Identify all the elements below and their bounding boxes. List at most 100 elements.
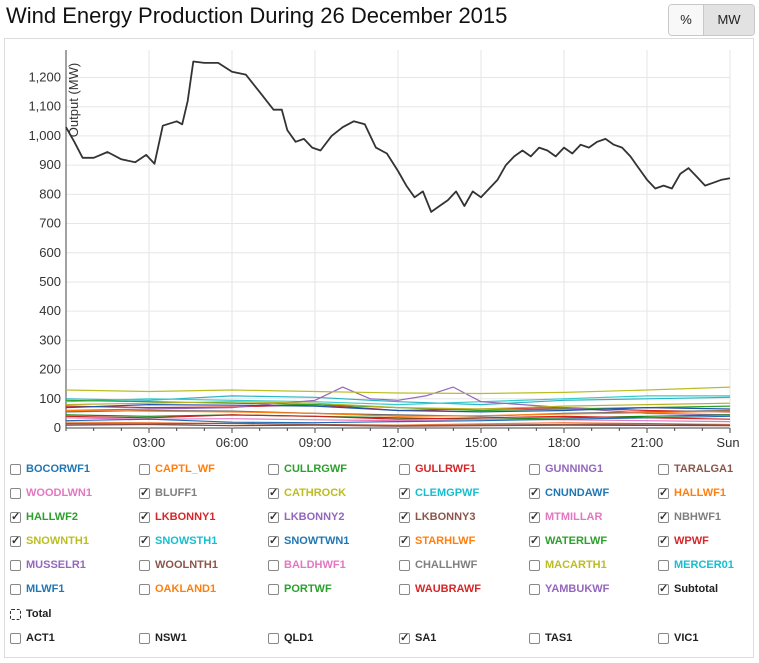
legend-label: MERCER01 bbox=[674, 559, 734, 571]
series-line-bluff1 bbox=[65, 422, 731, 427]
x-tick-label: Sun bbox=[716, 435, 739, 450]
y-tick-label: 200 bbox=[39, 362, 61, 377]
legend-label: VIC1 bbox=[674, 632, 699, 644]
y-tick-label: 700 bbox=[39, 216, 61, 231]
legend-checkbox[interactable] bbox=[268, 560, 279, 571]
legend-checkbox[interactable] bbox=[10, 510, 21, 523]
legend-checkbox[interactable] bbox=[268, 510, 279, 523]
legend-checkbox[interactable] bbox=[10, 464, 21, 475]
legend-label: Subtotal bbox=[674, 583, 718, 595]
legend-label: WATERLWF bbox=[545, 535, 608, 547]
legend-checkbox[interactable] bbox=[139, 534, 150, 547]
legend-checkbox[interactable] bbox=[268, 486, 279, 499]
series-line-nbhwf1 bbox=[65, 409, 731, 417]
legend-checkbox[interactable] bbox=[399, 510, 410, 523]
legend-label: BLUFF1 bbox=[155, 487, 198, 499]
legend-label: BALDHWF1 bbox=[284, 559, 346, 571]
y-tick-label: 1,200 bbox=[28, 70, 61, 85]
legend-label: YAMBUKWF bbox=[545, 583, 610, 595]
percent-button[interactable]: % bbox=[669, 5, 704, 35]
legend-checkbox[interactable] bbox=[10, 560, 21, 571]
legend-label: WPWF bbox=[674, 535, 709, 547]
wind-output-chart: 0 100 200 300 400 500 600 700 800 900 1,000 1,100 1,… bbox=[28, 50, 740, 450]
legend-checkbox[interactable] bbox=[399, 534, 410, 547]
legend-checkbox[interactable] bbox=[529, 633, 540, 644]
series-line-snownth1 bbox=[65, 401, 731, 410]
legend-label: LKBONNY2 bbox=[284, 511, 345, 523]
legend-label: SNOWTWN1 bbox=[284, 535, 350, 547]
legend-label: BOCORWF1 bbox=[26, 463, 90, 475]
y-tick-label: 500 bbox=[39, 274, 61, 289]
series-line-hallwf1 bbox=[65, 409, 731, 417]
legend-checkbox[interactable] bbox=[139, 633, 150, 644]
legend-checkbox[interactable] bbox=[658, 464, 669, 475]
legend-checkbox[interactable] bbox=[139, 510, 150, 523]
legend-checkbox[interactable] bbox=[139, 486, 150, 499]
legend-checkbox[interactable] bbox=[10, 534, 21, 547]
legend-checkbox[interactable] bbox=[529, 486, 540, 499]
series-line-snowtwn1 bbox=[65, 404, 731, 413]
mw-button[interactable]: MW bbox=[704, 5, 754, 35]
legend-label: SNOWNTH1 bbox=[26, 535, 89, 547]
legend-label: MLWF1 bbox=[26, 583, 65, 595]
legend-label: CATHROCK bbox=[284, 487, 347, 499]
legend-checkbox[interactable] bbox=[139, 560, 150, 571]
legend-checkbox[interactable] bbox=[658, 633, 669, 644]
legend-checkbox[interactable] bbox=[658, 534, 669, 547]
legend-label: SNOWSTH1 bbox=[155, 535, 218, 547]
legend-checkbox[interactable] bbox=[10, 609, 21, 620]
y-tick-label: 1,100 bbox=[28, 99, 61, 114]
legend-label: MTMILLAR bbox=[545, 511, 603, 523]
legend-checkbox[interactable] bbox=[529, 464, 540, 475]
y-tick-label: 300 bbox=[39, 332, 61, 347]
y-axis-label: Output (MW) bbox=[66, 63, 81, 137]
series-line-mtmillar bbox=[65, 417, 731, 423]
legend-checkbox[interactable] bbox=[10, 633, 21, 644]
legend-label: STARHLWF bbox=[415, 535, 476, 547]
legend-label: GUNNING1 bbox=[545, 463, 604, 475]
legend-checkbox[interactable] bbox=[658, 510, 669, 523]
legend-label: HALLWF2 bbox=[26, 511, 78, 523]
legend-label: OAKLAND1 bbox=[155, 583, 217, 595]
legend-label: SA1 bbox=[415, 632, 437, 644]
legend-checkbox[interactable] bbox=[529, 510, 540, 523]
legend-checkbox[interactable] bbox=[399, 631, 410, 644]
legend-label: MACARTH1 bbox=[545, 559, 607, 571]
legend-label: PORTWF bbox=[284, 583, 332, 595]
legend-checkbox[interactable] bbox=[268, 464, 279, 475]
legend-checkbox[interactable] bbox=[268, 534, 279, 547]
x-tick-label: 03:00 bbox=[133, 435, 166, 450]
legend-checkbox[interactable] bbox=[399, 486, 410, 499]
legend-checkbox[interactable] bbox=[10, 584, 21, 595]
legend-label: Total bbox=[26, 608, 52, 620]
legend-label: MUSSELR1 bbox=[26, 559, 86, 571]
legend-checkbox[interactable] bbox=[658, 486, 669, 499]
legend-checkbox[interactable] bbox=[139, 464, 150, 475]
series-line-cnundawf bbox=[65, 415, 731, 424]
y-tick-label: 900 bbox=[39, 157, 61, 172]
legend-checkbox[interactable] bbox=[529, 560, 540, 571]
legend-label: CAPTL_WF bbox=[155, 463, 215, 475]
x-tick-label: 15:00 bbox=[465, 435, 498, 450]
legend-checkbox[interactable] bbox=[399, 464, 410, 475]
legend-checkbox[interactable] bbox=[268, 584, 279, 595]
x-tick-label: 06:00 bbox=[216, 435, 249, 450]
legend-label: ACT1 bbox=[26, 632, 55, 644]
legend-checkbox[interactable] bbox=[529, 584, 540, 595]
legend-checkbox[interactable] bbox=[399, 584, 410, 595]
unit-toggle: % MW bbox=[668, 4, 755, 36]
series-line-snowsth1 bbox=[65, 395, 730, 406]
x-tick-label: 12:00 bbox=[382, 435, 415, 450]
legend-label: CHALLHWF bbox=[415, 559, 478, 571]
legend-checkbox[interactable] bbox=[139, 584, 150, 595]
legend-checkbox[interactable] bbox=[658, 560, 669, 571]
legend-checkbox[interactable] bbox=[268, 633, 279, 644]
legend-checkbox[interactable] bbox=[529, 534, 540, 547]
legend-checkbox[interactable] bbox=[658, 582, 669, 595]
series-line-lkbonny1 bbox=[65, 414, 731, 420]
legend-checkbox[interactable] bbox=[399, 560, 410, 571]
legend-checkbox[interactable] bbox=[10, 488, 21, 499]
y-tick-label: 0 bbox=[54, 420, 61, 435]
legend-label: TARALGA1 bbox=[674, 463, 734, 475]
x-tick-label: 21:00 bbox=[631, 435, 664, 450]
